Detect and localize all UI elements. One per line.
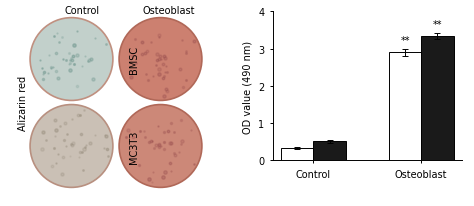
Text: Control: Control xyxy=(64,6,100,16)
Bar xyxy=(389,53,421,161)
Text: Alizarin red: Alizarin red xyxy=(18,76,28,130)
Text: **: ** xyxy=(401,36,410,46)
Bar xyxy=(421,36,454,161)
Text: **: ** xyxy=(433,20,442,30)
Circle shape xyxy=(30,105,113,187)
Text: MC3T3: MC3T3 xyxy=(129,130,139,163)
Y-axis label: OD value (490 nm): OD value (490 nm) xyxy=(242,40,253,133)
Circle shape xyxy=(119,105,202,187)
Bar xyxy=(281,149,313,161)
Circle shape xyxy=(30,19,113,101)
Text: Osteoblast: Osteoblast xyxy=(143,6,195,16)
Bar xyxy=(313,141,346,161)
Circle shape xyxy=(119,19,202,101)
Text: BMSC: BMSC xyxy=(129,46,139,74)
